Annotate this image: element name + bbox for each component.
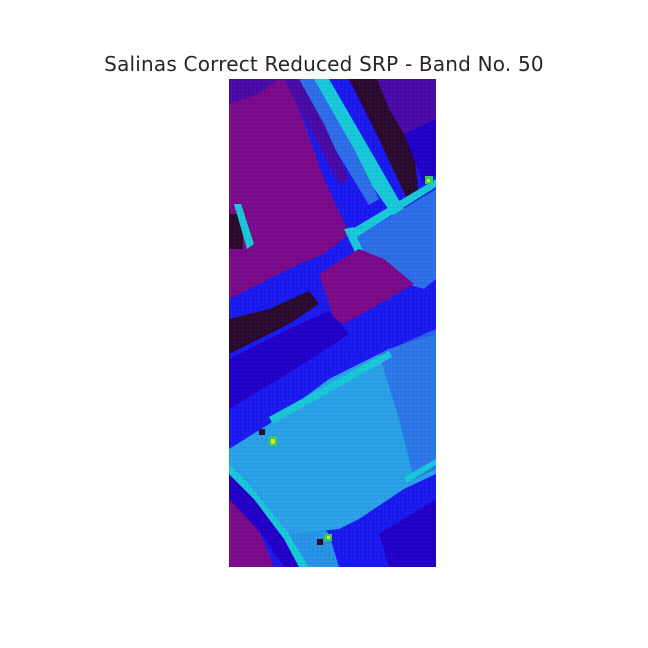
hyperspectral-band-image bbox=[229, 79, 436, 567]
band-image-canvas bbox=[229, 79, 436, 567]
figure-title: Salinas Correct Reduced SRP - Band No. 5… bbox=[104, 52, 544, 76]
texture-overlay bbox=[229, 79, 436, 567]
